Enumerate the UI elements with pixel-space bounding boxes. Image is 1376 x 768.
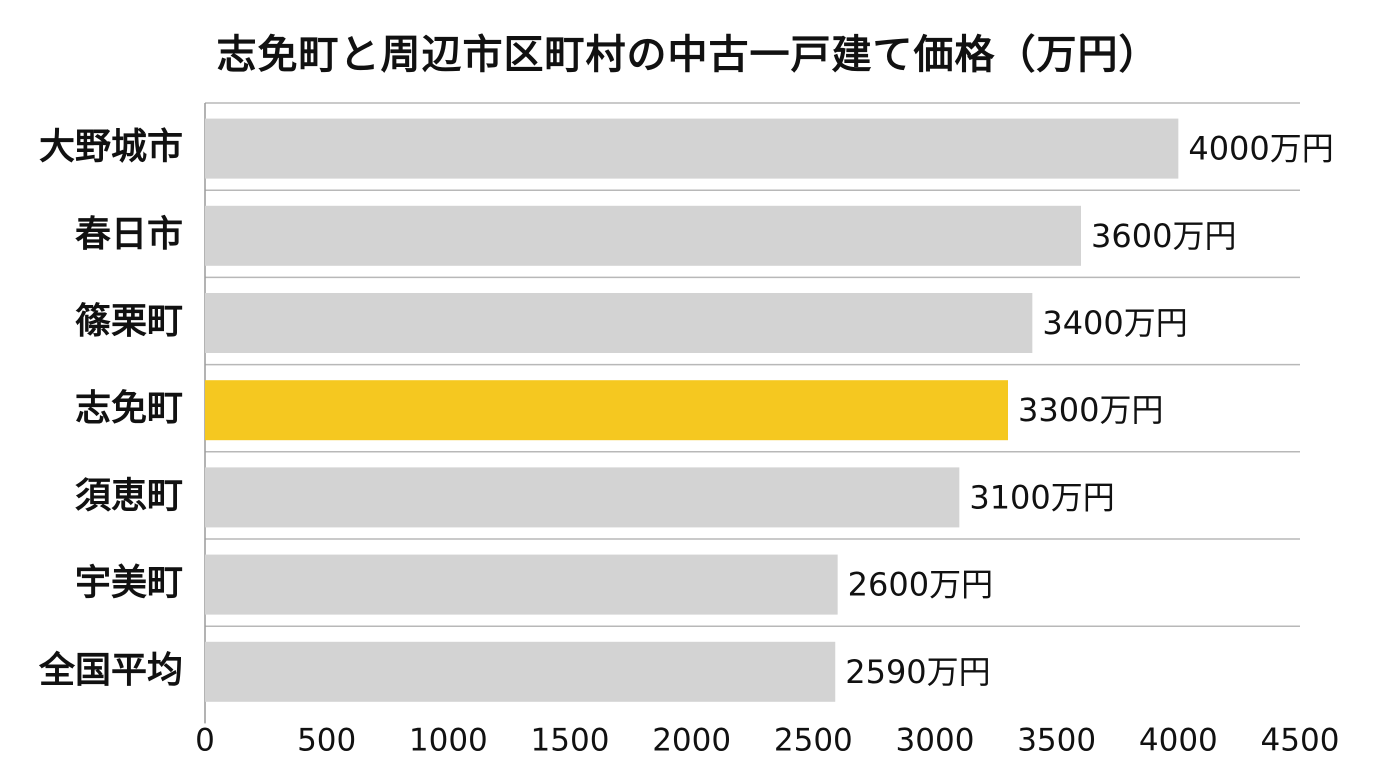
category-label: 志免町: [75, 388, 183, 429]
category-label: 篠栗町: [75, 301, 183, 342]
value-label: 3100万円: [969, 478, 1114, 516]
value-label: 2600万円: [848, 566, 993, 604]
value-label: 2590万円: [845, 653, 990, 691]
x-tick-label: 1500: [531, 723, 610, 759]
x-tick-label: 2500: [774, 723, 853, 759]
bar: [205, 641, 836, 702]
bar: [205, 118, 1179, 179]
bar: [205, 293, 1033, 353]
bar: [205, 467, 960, 528]
category-label: 春日市: [75, 214, 183, 255]
bar: [205, 554, 838, 615]
value-label: 4000万円: [1188, 130, 1333, 168]
x-tick-label: 3000: [896, 723, 975, 759]
x-tick-label: 4500: [1261, 723, 1340, 759]
value-label: 3300万円: [1018, 391, 1163, 429]
category-label: 須恵町: [75, 475, 183, 516]
category-label: 宇美町: [75, 563, 183, 604]
highlighted-bar: [205, 380, 1008, 441]
x-tick-label: 500: [297, 723, 356, 759]
value-label: 3400万円: [1042, 304, 1187, 342]
chart-title: 志免町と周辺市区町村の中古一戸建て価格（万円）: [216, 32, 1160, 78]
x-tick-label: 3500: [1017, 723, 1096, 759]
category-label: 大野城市: [39, 127, 183, 168]
bar: [205, 205, 1081, 266]
value-label: 3600万円: [1091, 217, 1236, 255]
category-label: 全国平均: [38, 649, 183, 691]
x-tick-label: 2000: [652, 723, 731, 759]
x-tick-label: 0: [195, 723, 215, 759]
x-tick-label: 4000: [1139, 723, 1218, 759]
x-tick-label: 1000: [409, 723, 488, 759]
